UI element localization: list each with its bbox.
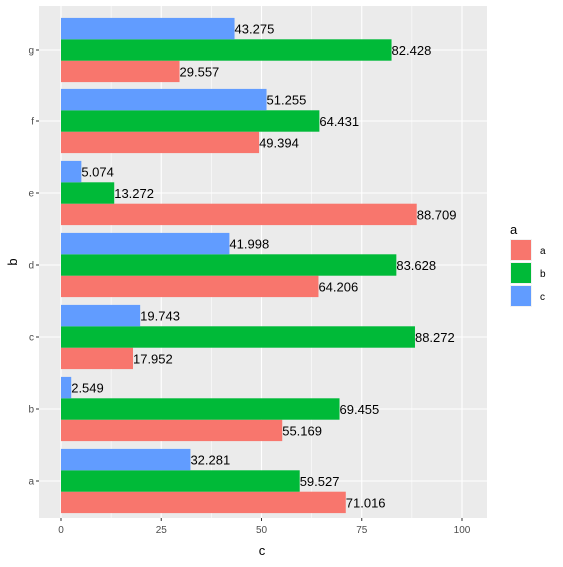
y-tick-label: e [28,189,34,200]
bar-c-d [61,232,230,255]
bar-b-b [61,398,340,420]
data-label: 55.169 [282,423,322,438]
y-tick-label: g [28,46,34,57]
x-tick-label: 25 [156,525,168,536]
data-label: 88.272 [415,330,455,345]
legend-swatch-c [511,286,531,306]
legend-title: a [510,222,518,237]
data-label: 83.628 [396,258,436,273]
legend-label: a [540,246,546,257]
bar-b-f [61,110,320,132]
data-label: 43.275 [235,22,275,37]
bar-c-c [61,304,141,327]
bar-a-c [61,347,133,370]
y-tick-label: d [28,261,34,272]
data-label: 5.074 [81,165,114,180]
bar-a-b [61,419,283,442]
x-tick-label: 50 [256,525,268,536]
data-label: 71.016 [346,495,386,510]
data-label: 64.431 [319,114,359,129]
bar-c-e [61,160,82,183]
bar-b-g [61,39,392,61]
data-label: 49.394 [259,135,299,150]
bar-a-e [61,203,417,226]
y-tick-label: c [29,333,34,344]
legend: a a b c [510,222,546,307]
y-tick-label: a [28,477,34,488]
data-label: 64.206 [318,279,358,294]
bar-b-c [61,326,415,348]
data-label: 59.527 [300,474,340,489]
legend-label: b [540,269,546,280]
data-label: 82.428 [392,43,432,58]
bar-a-d [61,275,319,298]
bars [61,17,417,514]
data-label: 17.952 [133,351,173,366]
bar-c-g [61,17,235,40]
legend-swatch-a [511,240,531,260]
data-label: 13.272 [114,186,154,201]
data-label: 29.557 [180,64,220,79]
bar-b-e [61,182,115,204]
data-label: 88.709 [417,207,457,222]
y-axis-ticks: a b c d e f g [28,46,39,488]
data-label: 69.455 [340,402,380,417]
data-labels: 71.016 55.169 17.952 64.206 88.709 49.394 29.5… [71,22,456,511]
data-label: 51.255 [267,93,307,108]
x-axis-ticks: 0 25 50 75 100 [58,518,471,536]
x-axis-title: c [259,543,266,558]
bar-a-f [61,131,260,154]
data-label: 2.549 [71,381,104,396]
bar-c-f [61,88,267,111]
x-tick-label: 0 [58,525,64,536]
bar-c-a [61,448,191,471]
data-label: 41.998 [229,237,269,252]
bar-b-a [61,470,300,492]
x-tick-label: 100 [454,525,471,536]
legend-swatch-b [511,263,531,283]
x-tick-label: 75 [356,525,368,536]
y-tick-label: b [28,405,34,416]
bar-c-b [61,376,72,399]
legend-label: c [540,292,545,303]
bar-a-g [61,60,180,83]
bar-b-d [61,254,397,276]
bar-a-a [61,491,346,514]
data-label: 19.743 [140,309,180,324]
y-axis-title: b [5,258,20,265]
y-tick-label: f [31,117,34,128]
data-label: 32.281 [190,453,230,468]
